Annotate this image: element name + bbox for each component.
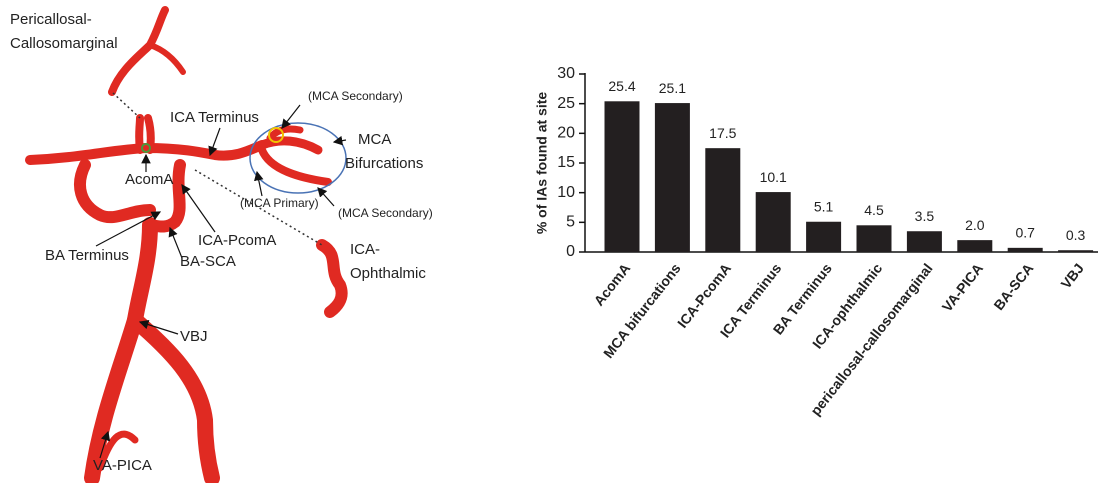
value-label: 0.7	[1015, 225, 1035, 241]
anatomy-label: BA-SCA	[180, 253, 236, 270]
anatomy-label: (MCA Secondary)	[338, 206, 433, 220]
value-label: 25.4	[608, 78, 635, 94]
bar	[1058, 250, 1094, 252]
bar	[957, 240, 993, 252]
value-label: 17.5	[709, 125, 736, 141]
bar	[604, 101, 640, 252]
anatomy-label: Callosomarginal	[10, 35, 118, 52]
bar	[806, 221, 842, 252]
value-label: 5.1	[814, 198, 834, 214]
y-tick-label: 5	[566, 214, 575, 231]
y-tick-label: 30	[557, 65, 575, 82]
y-tick-label: 0	[566, 243, 575, 260]
value-label: 4.5	[864, 202, 884, 218]
anatomy-label: Pericallosal-	[10, 11, 92, 28]
value-label: 0.3	[1066, 227, 1086, 243]
bar	[654, 103, 690, 252]
bar	[906, 231, 942, 252]
anatomy-label: Bifurcations	[345, 155, 423, 172]
anatomy-label: ICA Terminus	[170, 109, 259, 126]
anatomy-label: ICA-	[350, 241, 380, 258]
anatomy-label: ICA-PcomA	[198, 232, 276, 249]
bar-chart: % of IAs found at site 0 5 10 15 20 25 30 25.4 A…	[534, 65, 1098, 419]
anatomy-label: MCA	[358, 131, 391, 148]
y-tick-label: 25	[557, 95, 575, 112]
illustration-labels: Pericallosal- Callosomarginal ICA Terminus…	[10, 11, 433, 474]
y-tick-label: 10	[557, 184, 575, 201]
anatomy-label: AcomA	[125, 171, 173, 188]
value-label: 3.5	[915, 208, 935, 224]
anatomy-label: (MCA Secondary)	[308, 89, 403, 103]
x-tick-label: AcomA	[590, 260, 633, 308]
anatomy-label: VBJ	[180, 328, 208, 345]
bar	[705, 148, 741, 252]
x-tick-label: VBJ	[1058, 260, 1087, 291]
y-axis-label: % of IAs found at site	[534, 92, 550, 235]
value-label: 10.1	[760, 169, 787, 185]
anatomy-label: VA-PICA	[93, 457, 152, 474]
anatomy-label: (MCA Primary)	[240, 196, 319, 210]
y-tick-label: 20	[557, 125, 575, 142]
vessel-illustration	[25, 6, 348, 483]
bar	[1007, 247, 1043, 252]
value-label: 2.0	[965, 217, 985, 233]
anatomy-label: Ophthalmic	[350, 265, 426, 282]
bar	[755, 192, 791, 252]
x-tick-label: VA-PICA	[939, 260, 986, 314]
value-label: 25.1	[659, 80, 686, 96]
x-tick-label: BA-SCA	[990, 260, 1036, 313]
bar	[856, 225, 892, 252]
anatomy-label: BA Terminus	[45, 247, 129, 264]
y-tick-label: 15	[557, 154, 575, 171]
